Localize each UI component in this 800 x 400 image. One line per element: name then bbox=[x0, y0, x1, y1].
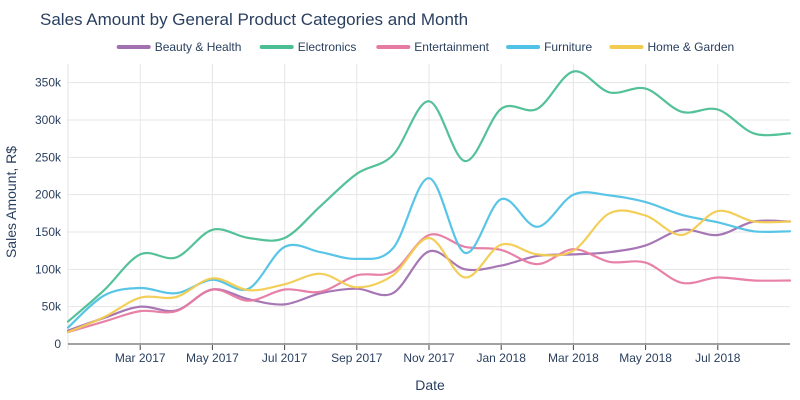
x-tick-label: Nov 2017 bbox=[403, 351, 455, 365]
y-tick-label: 100k bbox=[35, 262, 62, 276]
legend: Beauty & Health Electronics Entertainment F… bbox=[116, 40, 735, 54]
legend-label: Electronics bbox=[298, 40, 357, 54]
chart-title: Sales Amount by General Product Categori… bbox=[40, 10, 468, 29]
legend-item-electronics[interactable]: Electronics bbox=[259, 40, 357, 54]
x-tick-label: Mar 2018 bbox=[548, 351, 599, 365]
x-tick-label: Jul 2017 bbox=[262, 351, 308, 365]
y-tick-label: 250k bbox=[35, 150, 62, 164]
y-tick-label: 300k bbox=[35, 113, 62, 127]
series-line-electronics bbox=[66, 70, 792, 323]
x-axis-title: Date bbox=[415, 377, 445, 393]
series-layer bbox=[66, 70, 792, 334]
series-line-home-garden bbox=[66, 209, 792, 334]
y-tick-label: 50k bbox=[42, 300, 62, 314]
y-axis-title: Sales Amount, R$ bbox=[3, 146, 19, 258]
y-tick-label: 350k bbox=[35, 76, 62, 90]
legend-label: Beauty & Health bbox=[155, 40, 242, 54]
x-axis-ticks: Mar 2017 May 2017 Jul 2017 Sep 2017 Nov 2017… bbox=[115, 345, 741, 365]
x-tick-label: May 2018 bbox=[619, 351, 672, 365]
legend-item-entertainment[interactable]: Entertainment bbox=[376, 40, 490, 54]
y-tick-label: 0 bbox=[54, 337, 61, 351]
y-tick-label: 200k bbox=[35, 188, 62, 202]
x-tick-label: Jul 2018 bbox=[695, 351, 741, 365]
legend-label: Entertainment bbox=[414, 40, 489, 54]
legend-item-furniture[interactable]: Furniture bbox=[506, 40, 592, 54]
x-tick-label: Sep 2017 bbox=[331, 351, 383, 365]
y-tick-label: 150k bbox=[35, 225, 62, 239]
legend-item-beauty-health[interactable]: Beauty & Health bbox=[116, 40, 242, 54]
legend-label: Furniture bbox=[544, 40, 592, 54]
legend-label: Home & Garden bbox=[648, 40, 735, 54]
y-axis-ticks: 0 50k 100k 150k 200k 250k 300k 350k bbox=[35, 76, 62, 351]
x-tick-label: Jan 2018 bbox=[477, 351, 527, 365]
x-tick-label: Mar 2017 bbox=[115, 351, 166, 365]
series-line-entertainment bbox=[66, 233, 792, 334]
legend-item-home-garden[interactable]: Home & Garden bbox=[609, 40, 735, 54]
x-tick-label: May 2017 bbox=[186, 351, 239, 365]
